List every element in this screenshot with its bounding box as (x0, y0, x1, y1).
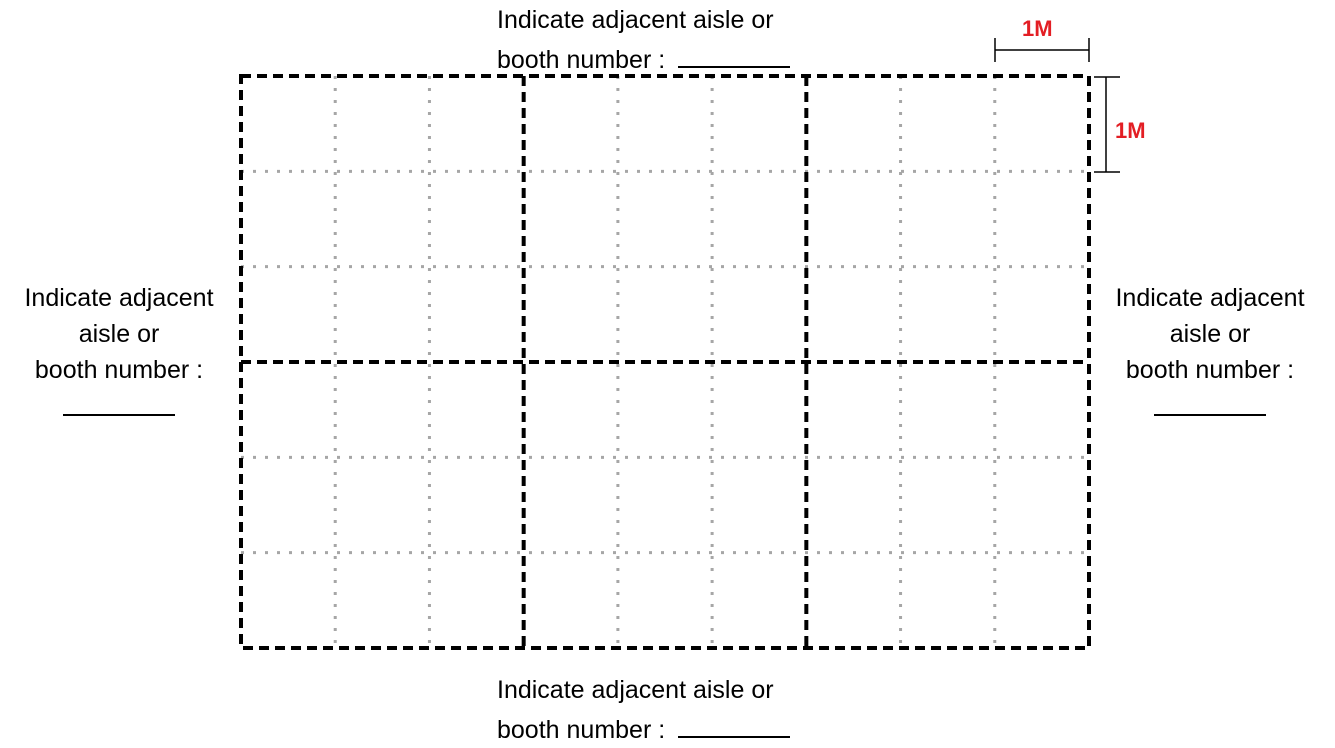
blank-line-left[interactable] (63, 398, 175, 416)
adjacent-label-left-line1: Indicate adjacent (24, 284, 214, 312)
scale-horizontal-label: 1M (1022, 16, 1053, 41)
adjacent-label-top-line2: booth number : (497, 46, 666, 74)
adjacent-label-left-line2: aisle or (78, 320, 160, 348)
blank-line-top[interactable] (678, 38, 791, 68)
adjacent-label-bottom: Indicate adjacent aisle or booth number … (497, 672, 827, 748)
adjacent-label-right-line3: booth number : (1125, 356, 1295, 384)
adjacent-label-left: Indicate adjacent aisle or booth number … (6, 280, 232, 416)
booth-outline (239, 74, 1091, 650)
adjacent-label-left-line3: booth number : (34, 356, 204, 384)
blank-line-bottom[interactable] (678, 708, 791, 738)
adjacent-label-right-line1: Indicate adjacent (1115, 284, 1305, 312)
blank-line-right[interactable] (1154, 398, 1266, 416)
adjacent-label-bottom-line1: Indicate adjacent aisle or (497, 676, 774, 704)
scale-vertical (1094, 76, 1120, 173)
booth-divider-lines (241, 76, 1089, 648)
adjacent-label-right: Indicate adjacent aisle or booth number … (1097, 280, 1323, 416)
adjacent-label-right-line2: aisle or (1169, 320, 1251, 348)
adjacent-label-bottom-line2: booth number : (497, 716, 666, 744)
adjacent-label-top-line1: Indicate adjacent aisle or (497, 6, 774, 34)
scale-vertical-label: 1M (1115, 118, 1146, 143)
scale-horizontal (994, 38, 1090, 62)
adjacent-label-top: Indicate adjacent aisle or booth number … (497, 2, 827, 78)
